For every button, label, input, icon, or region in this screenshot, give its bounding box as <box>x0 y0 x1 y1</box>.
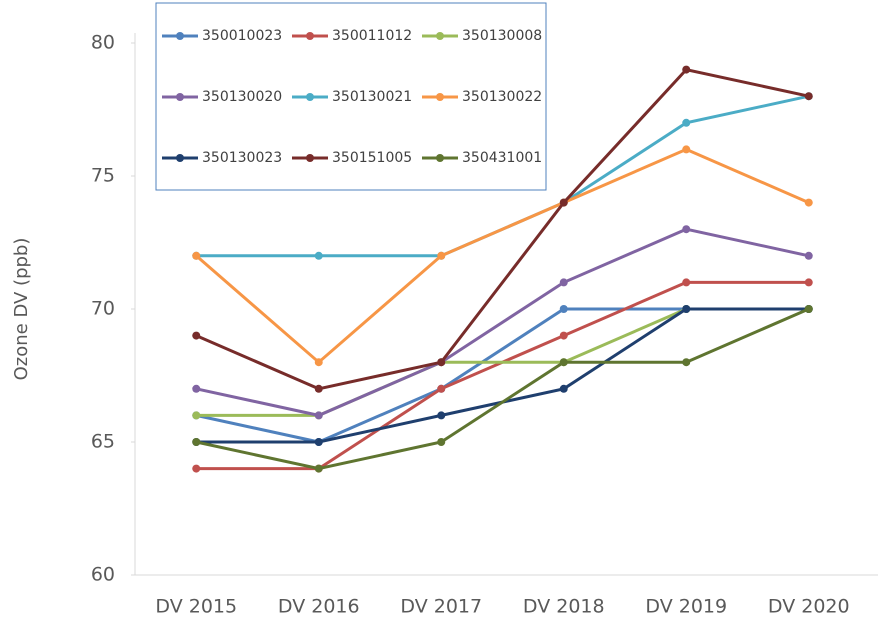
x-tick-label: DV 2019 <box>645 596 727 618</box>
legend-marker <box>306 32 314 40</box>
x-tick-label: DV 2016 <box>278 596 360 618</box>
legend-label: 350011012 <box>332 28 412 44</box>
point <box>559 331 568 340</box>
y-tick-label: 75 <box>91 165 115 187</box>
y-tick-label: 60 <box>91 564 115 586</box>
legend-box <box>155 2 547 191</box>
point <box>314 411 323 420</box>
point <box>192 438 201 446</box>
point <box>437 251 446 260</box>
legend-marker <box>176 32 184 40</box>
point <box>437 384 446 393</box>
legend-label: 350130008 <box>462 28 542 44</box>
point <box>804 278 813 287</box>
legend-marker <box>306 93 314 101</box>
series-line <box>195 307 810 471</box>
point <box>192 331 201 340</box>
x-tick-label: DV 2018 <box>523 596 605 618</box>
point <box>192 251 201 260</box>
point <box>804 198 813 207</box>
legend-marker <box>176 154 184 162</box>
legend-marker <box>176 93 184 101</box>
point <box>437 438 446 446</box>
point <box>314 384 323 393</box>
y-axis-label: Ozone DV (ppb) <box>11 238 32 381</box>
legend-label: 350010023 <box>202 28 282 44</box>
series-line <box>195 227 810 417</box>
point <box>682 65 691 74</box>
point <box>804 92 813 101</box>
point <box>682 225 691 234</box>
legend-marker <box>436 32 444 40</box>
y-tick-label: 65 <box>91 431 115 453</box>
series-line <box>195 147 810 365</box>
point <box>682 305 691 313</box>
series-line <box>196 307 809 417</box>
point <box>314 438 323 446</box>
point <box>559 358 568 367</box>
point <box>559 305 568 313</box>
legend-marker <box>306 154 314 162</box>
point <box>682 358 691 367</box>
y-tick-label: 70 <box>91 298 115 320</box>
point <box>314 358 323 367</box>
point <box>804 251 813 260</box>
point <box>682 118 691 127</box>
point <box>314 464 323 473</box>
point <box>559 384 568 393</box>
point <box>437 358 446 367</box>
point <box>192 464 201 473</box>
legend-label: 350130022 <box>462 89 542 105</box>
legend-label: 350431001 <box>462 150 542 166</box>
point <box>682 278 691 287</box>
x-tick-label: DV 2020 <box>768 596 850 618</box>
point <box>682 145 691 154</box>
y-tick-label: 80 <box>91 32 115 54</box>
legend-label: 350151005 <box>332 150 412 166</box>
point <box>437 411 446 420</box>
series-line <box>195 67 810 391</box>
point <box>192 411 201 420</box>
legend-marker <box>436 154 444 162</box>
legend-label: 350130023 <box>202 150 282 166</box>
point <box>314 251 323 260</box>
point <box>804 305 813 313</box>
point <box>559 278 568 287</box>
legend-label: 350130021 <box>332 89 412 105</box>
x-tick-label: DV 2015 <box>155 596 237 618</box>
x-tick-label: DV 2017 <box>400 596 482 618</box>
legend-marker <box>436 93 444 101</box>
legend-label: 350130020 <box>202 89 282 105</box>
point <box>192 384 201 393</box>
point <box>559 198 568 207</box>
